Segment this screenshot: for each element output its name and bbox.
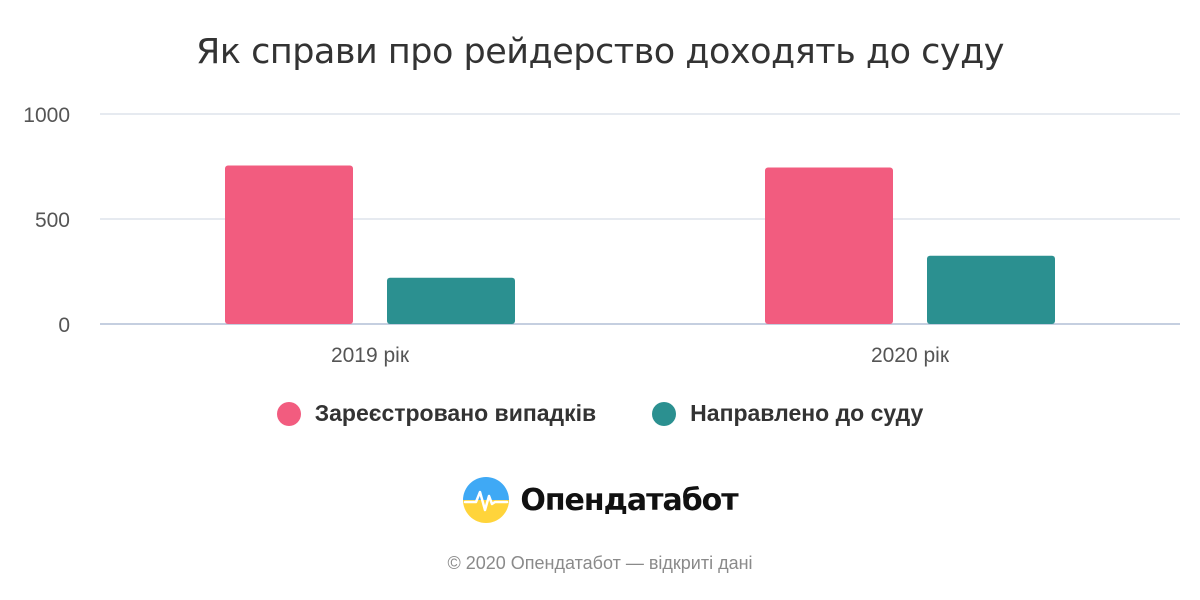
footer-credit: © 2020 Опендатабот — відкриті дані [447, 553, 753, 573]
bar-registered-1 [225, 165, 353, 324]
legend-label: Зареєстровано випадків [314, 400, 597, 426]
x-category-label: 2020 рік [871, 344, 950, 367]
x-category-label: 2019 рік [331, 344, 410, 367]
bar-chart: 0 500 1000 2019 рік 2020 рік [23, 104, 1180, 367]
bars [225, 165, 1055, 324]
bar-registered-2 [765, 167, 893, 324]
x-axis-labels: 2019 рік 2020 рік [331, 344, 950, 367]
y-tick-label: 500 [35, 209, 70, 232]
legend-item-court: Направлено до суду [652, 400, 923, 427]
legend-dot-icon [276, 401, 301, 426]
y-tick-label: 1000 [23, 104, 70, 127]
y-axis-ticks: 0 500 1000 [23, 104, 70, 337]
y-tick-label: 0 [58, 314, 70, 337]
opendatabot-logo-icon [463, 477, 510, 523]
legend: Зареєстровано випадків Направлено до суд… [0, 400, 1200, 427]
brand[interactable]: Опендатабот [0, 476, 1200, 524]
chart-title: Як справи про рейдерство доходять до суд… [196, 32, 1005, 72]
bar-court-2 [927, 255, 1055, 324]
bar-court-1 [387, 277, 515, 324]
legend-label: Направлено до суду [690, 400, 924, 426]
legend-item-registered: Зареєстровано випадків [276, 400, 597, 427]
brand-name: Опендатабот [520, 482, 738, 518]
legend-dot-icon [652, 401, 677, 426]
